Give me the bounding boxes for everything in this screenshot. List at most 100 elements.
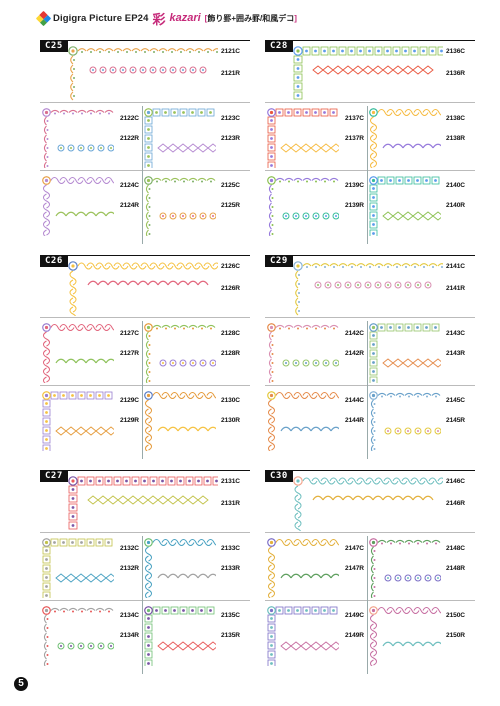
item-code: 2146R (446, 500, 465, 507)
section-rule (40, 470, 250, 471)
corner-ornament (42, 323, 114, 383)
section-rule (40, 255, 250, 256)
item-code: 2147R (345, 565, 364, 572)
corner-ornament (369, 391, 441, 451)
ornament-strip (280, 641, 339, 651)
brand-logo-icon (35, 10, 52, 26)
series-subtitle: [飾り罫+囲み罫/和風デコ] (205, 13, 297, 24)
section-c29: C29 2141C 2141R 2142C 2142R 2143C 2143R 2144C 21… (265, 255, 475, 460)
ornament-strip (157, 426, 216, 432)
item-code: 2145R (446, 417, 465, 424)
corner-ornament (42, 108, 114, 168)
item-code: 2126R (221, 285, 240, 292)
row-divider (40, 102, 250, 103)
item-code: 2143C (446, 330, 465, 337)
item-code: 2150R (446, 632, 465, 639)
ornament-strip (89, 66, 207, 74)
ornament-strip (280, 573, 339, 579)
item-code: 2133R (221, 565, 240, 572)
small-corner-ornament (144, 391, 216, 451)
corner-ornament (144, 176, 216, 236)
subtitle-text: 飾り罫+囲み罫/和風デコ (207, 13, 295, 23)
corner-ornament (42, 176, 114, 236)
row-divider (40, 170, 250, 171)
item-code: 2143R (446, 350, 465, 357)
ornament-strip (314, 281, 432, 289)
item-code: 2127R (120, 350, 139, 357)
item-code: 2128R (221, 350, 240, 357)
small-corner-ornament (267, 391, 339, 451)
ornament-strip (57, 642, 114, 650)
row-divider (40, 532, 250, 533)
item-code: 2133C (221, 545, 240, 552)
section-tag: C27 (40, 470, 68, 482)
item-code: 2136R (446, 70, 465, 77)
brand-name: Digigra Picture EP24 (53, 12, 149, 24)
corner-ornament (68, 46, 218, 101)
item-code: 2145C (446, 397, 465, 404)
small-corner-ornament (42, 176, 114, 236)
small-corner-ornament (144, 606, 216, 666)
row-divider (265, 600, 475, 601)
section-c27: C27 2131C 2131R 2132C 2132R 2133C 2133R 2134C 21… (40, 470, 250, 675)
series-kanji: 彩 (152, 12, 166, 28)
section-rule (265, 40, 475, 41)
ornament-strip (157, 641, 216, 651)
item-code: 2125R (221, 202, 240, 209)
corner-ornament (144, 108, 215, 168)
small-corner-ornament (369, 323, 441, 383)
row-divider (265, 385, 475, 386)
corner-ornament (42, 391, 113, 451)
item-code: 2135R (221, 632, 240, 639)
ornament-strip (55, 426, 114, 436)
small-corner-ornament (267, 176, 339, 236)
ornament-strip (280, 426, 339, 432)
item-code: 2132C (120, 545, 139, 552)
item-code: 2149C (345, 612, 364, 619)
item-code: 2141C (446, 263, 465, 270)
main-corner-ornament (293, 46, 443, 100)
ornament-artwork (267, 476, 443, 666)
ornament-strip (282, 212, 339, 220)
corner-ornament (369, 108, 441, 168)
item-code: 2139R (345, 202, 364, 209)
item-code: 2134R (120, 632, 139, 639)
column-divider (367, 536, 368, 674)
row-divider (265, 317, 475, 318)
corner-ornament (293, 46, 443, 100)
ornament-strip (384, 427, 441, 435)
item-code: 2130C (221, 397, 240, 404)
corner-ornament (293, 261, 443, 316)
small-corner-ornament (144, 176, 216, 236)
ornament-strip (87, 280, 209, 286)
column-divider (142, 321, 143, 459)
item-code: 2135C (221, 612, 240, 619)
ornament-artwork (42, 46, 218, 236)
row-divider (40, 385, 250, 386)
bracket-open: [ (204, 13, 208, 23)
page-number: 5 (14, 677, 28, 691)
column-divider (367, 106, 368, 244)
ornament-strip (55, 211, 114, 217)
row-divider (265, 532, 475, 533)
ornament-strip (55, 358, 114, 364)
corner-ornament (42, 538, 113, 598)
bracket-close: ] (294, 13, 297, 23)
item-code: 2144R (345, 417, 364, 424)
corner-ornament (293, 476, 443, 531)
item-code: 2142C (345, 330, 364, 337)
ornament-strip (312, 65, 434, 75)
item-code: 2124R (120, 202, 139, 209)
row-divider (265, 170, 475, 171)
section-c26: C26 2126C 2126R 2127C 2127R 2128C 2128R 2129C 21… (40, 255, 250, 460)
item-code: 2138R (446, 135, 465, 142)
corner-ornament (144, 538, 216, 598)
ornament-strip (382, 211, 441, 221)
item-code: 2142R (345, 350, 364, 357)
ornament-artwork (267, 261, 443, 451)
item-code: 2137R (345, 135, 364, 142)
small-corner-ornament (267, 323, 339, 383)
corner-ornament (267, 323, 339, 383)
ornament-strip (382, 143, 441, 149)
row-divider (40, 600, 250, 601)
